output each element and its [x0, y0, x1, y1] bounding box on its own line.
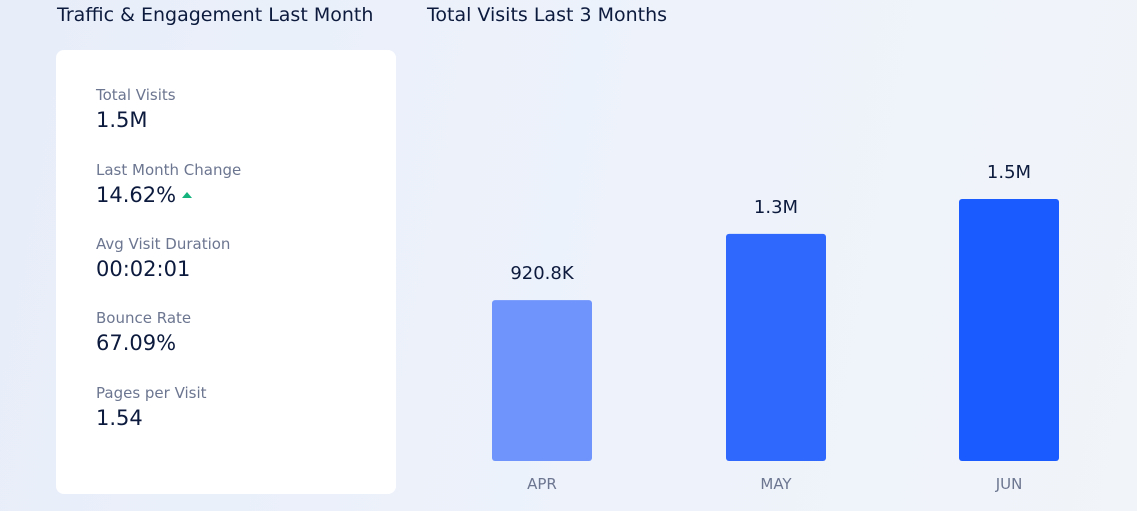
metric-pages-per-visit: Pages per Visit 1.54: [96, 384, 207, 430]
total-visits-chart-title: Total Visits Last 3 Months: [427, 4, 668, 26]
metric-label: Total Visits: [96, 86, 176, 104]
bar-apr: [492, 300, 592, 461]
metric-label: Avg Visit Duration: [96, 235, 231, 253]
x-tick-may: MAY: [760, 475, 792, 493]
metric-label: Bounce Rate: [96, 309, 192, 327]
x-tick-apr: APR: [527, 475, 557, 493]
metric-value: 67.09%: [96, 331, 191, 355]
bounce-rate-value: 67.09%: [96, 331, 177, 355]
metric-value: 1.54: [96, 406, 207, 430]
metric-label: Pages per Visit: [96, 384, 207, 402]
total-visits-value: 1.5M: [96, 108, 148, 132]
bar-may: [726, 233, 826, 461]
metric-last-month-change: Last Month Change 14.62%: [96, 161, 241, 207]
engagement-metrics-card: Total Visits 1.5M Last Month Change 14.6…: [56, 50, 396, 494]
last-month-change-value: 14.62%: [96, 183, 177, 207]
pages-per-visit-value: 1.54: [96, 406, 143, 430]
metric-label: Last Month Change: [96, 161, 242, 179]
metric-value: 00:02:01: [96, 257, 230, 281]
traffic-engagement-title: Traffic & Engagement Last Month: [57, 4, 374, 26]
data-label-may: 1.3M: [754, 197, 798, 218]
metric-value: 1.5M: [96, 108, 176, 132]
metric-total-visits: Total Visits 1.5M: [96, 86, 176, 132]
data-label-jun: 1.5M: [987, 162, 1031, 183]
trend-up-icon: [182, 192, 193, 198]
metric-value: 14.62%: [96, 183, 241, 207]
x-tick-jun: JUN: [995, 475, 1023, 493]
bar-jun: [959, 199, 1059, 461]
data-label-apr: 920.8K: [510, 263, 575, 284]
avg-visit-duration-value: 00:02:01: [96, 257, 191, 281]
metric-bounce-rate: Bounce Rate 67.09%: [96, 309, 191, 355]
metric-avg-visit-duration: Avg Visit Duration 00:02:01: [96, 235, 230, 281]
